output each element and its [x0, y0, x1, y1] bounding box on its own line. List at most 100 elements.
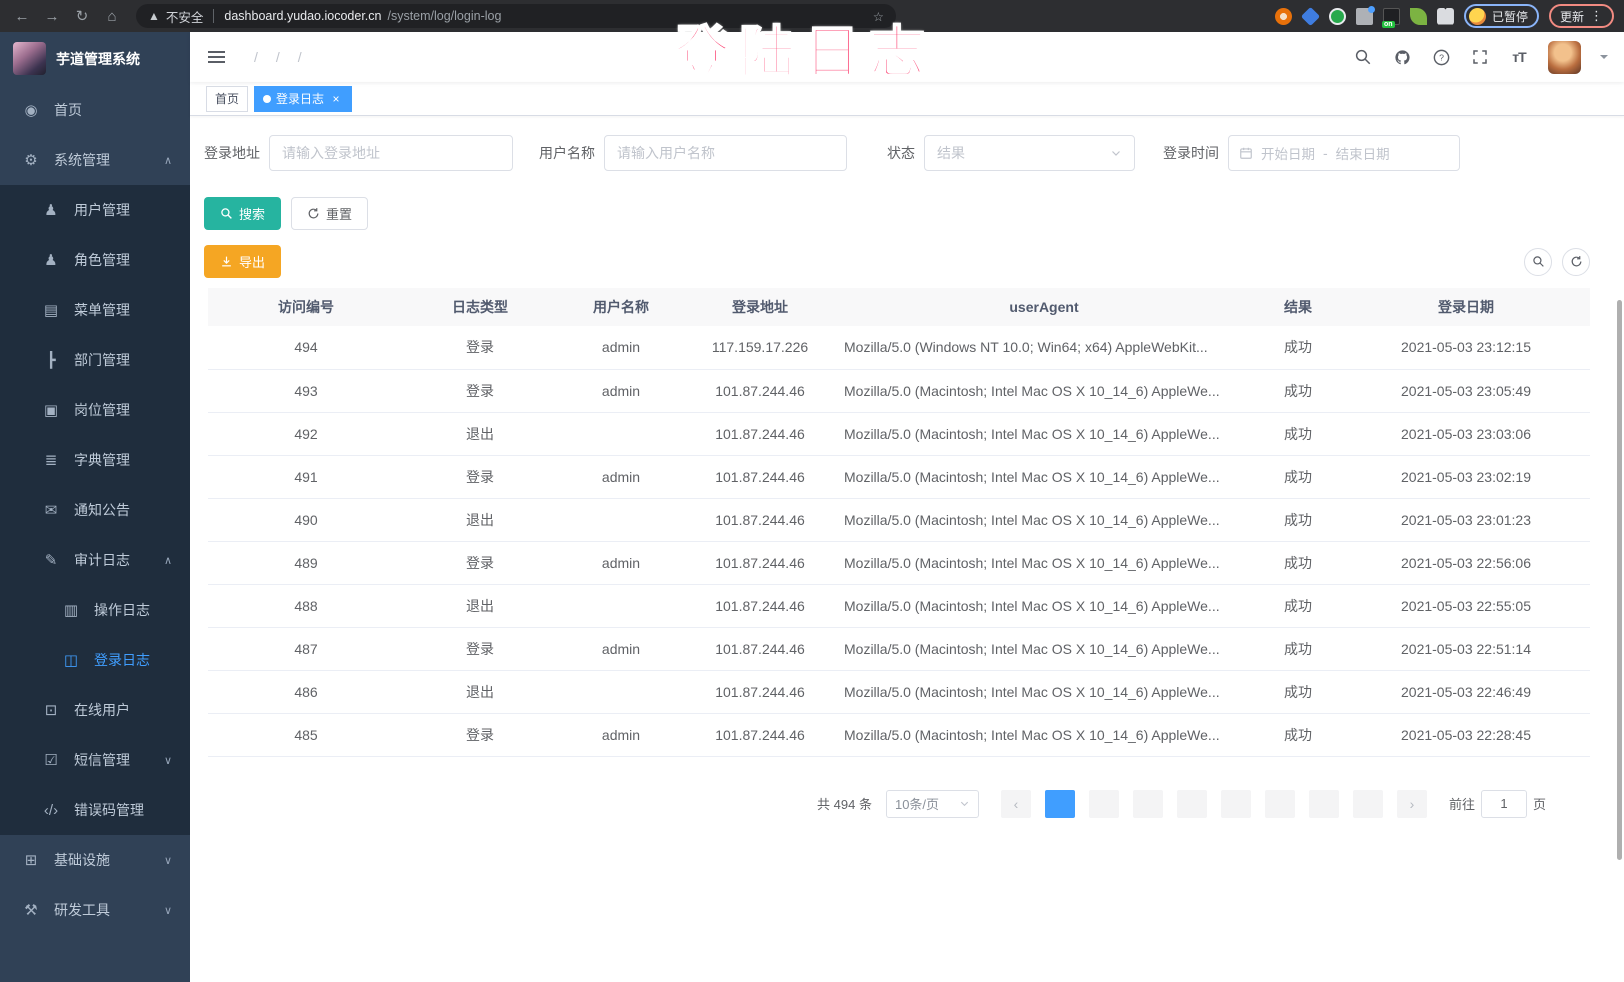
browser-chrome: ← → ↻ ⌂ ▲ 不安全 dashboard.yudao.iocoder.cn…: [0, 0, 1624, 32]
toolbar-right: [1524, 247, 1590, 276]
breadcrumb-item[interactable]: [267, 49, 289, 65]
page-button[interactable]: [1264, 789, 1295, 818]
username-input[interactable]: [604, 135, 847, 171]
plant-extension-icon[interactable]: [1409, 7, 1427, 25]
user-icon: ♟: [44, 202, 58, 219]
page-size-select[interactable]: 10条/页: [885, 789, 979, 818]
date-range-picker[interactable]: 开始日期 - 结束日期: [1228, 135, 1460, 171]
back-icon[interactable]: ←: [14, 7, 30, 25]
user-avatar[interactable]: [1548, 40, 1581, 74]
sidebar-item-notice[interactable]: ✉ 通知公告: [0, 485, 190, 535]
bookmark-star-icon[interactable]: ☆: [872, 9, 884, 24]
login-address-input[interactable]: [269, 135, 513, 171]
page-button[interactable]: [1176, 789, 1207, 818]
chevron-icon: [164, 904, 172, 917]
prev-page-button[interactable]: ‹: [1000, 789, 1031, 818]
address-bar[interactable]: ▲ 不安全 dashboard.yudao.iocoder.cn/system/…: [136, 4, 896, 28]
url-host: dashboard.yudao.iocoder.cn: [224, 9, 382, 23]
update-button[interactable]: 更新 ⋮: [1548, 4, 1614, 28]
forward-icon[interactable]: →: [44, 7, 60, 25]
sidebar-logo-row[interactable]: 芋道管理系统: [0, 32, 190, 85]
scrollbar[interactable]: [1617, 300, 1622, 860]
search-button[interactable]: 搜索: [204, 197, 282, 230]
export-button[interactable]: 导出: [204, 245, 282, 278]
sidebar-item-sms[interactable]: ☑ 短信管理: [0, 735, 190, 785]
tab-home[interactable]: 首页: [206, 85, 249, 112]
breadcrumb-item[interactable]: [245, 49, 267, 65]
search-icon[interactable]: [1353, 47, 1373, 67]
gear-icon: ⚙: [24, 152, 38, 169]
browser-menu-icon[interactable]: ⋮: [1590, 8, 1603, 23]
tab-login-log[interactable]: 登录日志: [254, 85, 353, 112]
page-button[interactable]: [1352, 789, 1383, 818]
next-page-button[interactable]: ›: [1396, 789, 1427, 818]
table-row: 493 登录 admin 101.87.244.46 Mozilla/5.0 (…: [208, 369, 1590, 413]
cell-user: admin: [556, 455, 686, 499]
sidebar-item-dept[interactable]: ┣ 部门管理: [0, 335, 190, 385]
refresh-icon: [308, 208, 319, 219]
sidebar-item-role[interactable]: ♟ 角色管理: [0, 235, 190, 285]
profile-paused-pill[interactable]: 已暂停: [1463, 4, 1539, 28]
download-icon: [222, 256, 231, 267]
sidebar-item-menu[interactable]: ▤ 菜单管理: [0, 285, 190, 335]
page-button[interactable]: [1044, 789, 1075, 818]
goto-page-input[interactable]: [1480, 789, 1527, 818]
fullscreen-icon[interactable]: [1470, 47, 1490, 67]
chevron-down-icon: [960, 801, 969, 807]
cell-id: 487: [208, 627, 404, 671]
font-size-icon[interactable]: тT: [1512, 49, 1526, 65]
home-icon[interactable]: ⌂: [107, 7, 117, 25]
hamburger-icon[interactable]: [206, 47, 227, 67]
profile-avatar: [1468, 7, 1486, 25]
green-extension-icon[interactable]: [1328, 7, 1346, 25]
col-ip: 登录地址: [686, 288, 834, 326]
github-icon[interactable]: [1392, 47, 1412, 67]
sidebar: 芋道管理系统 ◉ 首页 ⚙ 系统管理 ♟ 用户管理 ♟ 角色管理: [0, 32, 190, 982]
sidebar-item-post[interactable]: ▣ 岗位管理: [0, 385, 190, 435]
cell-user: [556, 412, 686, 456]
help-icon[interactable]: ?: [1431, 47, 1451, 67]
reset-button[interactable]: 重置: [291, 197, 369, 230]
extensions-row: on 已暂停 更新 ⋮: [1274, 4, 1614, 28]
cell-date: 2021-05-03 22:46:49: [1342, 670, 1590, 714]
breadcrumb-item[interactable]: [289, 49, 311, 65]
page-button[interactable]: [1308, 789, 1339, 818]
breadcrumb: [245, 49, 311, 65]
caret-down-icon[interactable]: [1600, 55, 1608, 63]
list-extension-icon[interactable]: on: [1381, 7, 1400, 28]
chevron-down-icon: [1112, 151, 1120, 156]
sidebar-item-dict[interactable]: ≣ 字典管理: [0, 435, 190, 485]
sidebar-item-login-log[interactable]: ◫ 登录日志: [0, 635, 190, 685]
grid-extension-icon[interactable]: [1355, 5, 1375, 25]
sidebar-item-errcode[interactable]: ‹/› 错误码管理: [0, 785, 190, 835]
col-id: 访问编号: [208, 288, 404, 326]
sidebar-item-user[interactable]: ♟ 用户管理: [0, 185, 190, 235]
sidebar-item-infra[interactable]: ⊞ 基础设施: [0, 835, 190, 885]
page-button[interactable]: [1132, 789, 1163, 818]
page-button[interactable]: [1088, 789, 1119, 818]
sidebar-item-system[interactable]: ⚙ 系统管理: [0, 135, 190, 185]
sidebar-item-audit-log[interactable]: ✎ 审计日志: [0, 535, 190, 585]
sidebar-item-devtool[interactable]: ⚒ 研发工具: [0, 885, 190, 935]
status-select[interactable]: 结果: [924, 135, 1135, 171]
sidebar-item-operate-log[interactable]: ▥ 操作日志: [0, 585, 190, 635]
orange-extension-icon[interactable]: [1274, 7, 1292, 25]
table-header-row: 访问编号 日志类型 用户名称 登录地址 userAgent 结果 登录日期: [208, 288, 1590, 326]
log-icon: ✎: [44, 552, 58, 569]
cell-id: 486: [208, 670, 404, 714]
cell-result: 成功: [1254, 326, 1342, 370]
puzzle-extension-icon[interactable]: [1436, 7, 1454, 25]
sidebar-item-home[interactable]: ◉ 首页: [0, 85, 190, 135]
blue-extension-icon[interactable]: [1300, 6, 1321, 26]
sidebar-item-label: 错误码管理: [74, 802, 144, 818]
login-address-label: 登录地址: [204, 145, 260, 161]
reload-icon[interactable]: ↻: [75, 8, 89, 25]
sidebar-item-online[interactable]: ⊡ 在线用户: [0, 685, 190, 735]
toggle-search-button[interactable]: [1524, 247, 1552, 276]
cell-ip: 101.87.244.46: [686, 713, 834, 757]
sidebar-item-label: 基础设施: [54, 852, 110, 868]
page-button[interactable]: [1220, 789, 1251, 818]
tags-view-bar: 首页 登录日志: [190, 82, 1624, 116]
refresh-table-button[interactable]: [1562, 247, 1590, 276]
close-icon[interactable]: [329, 92, 343, 106]
